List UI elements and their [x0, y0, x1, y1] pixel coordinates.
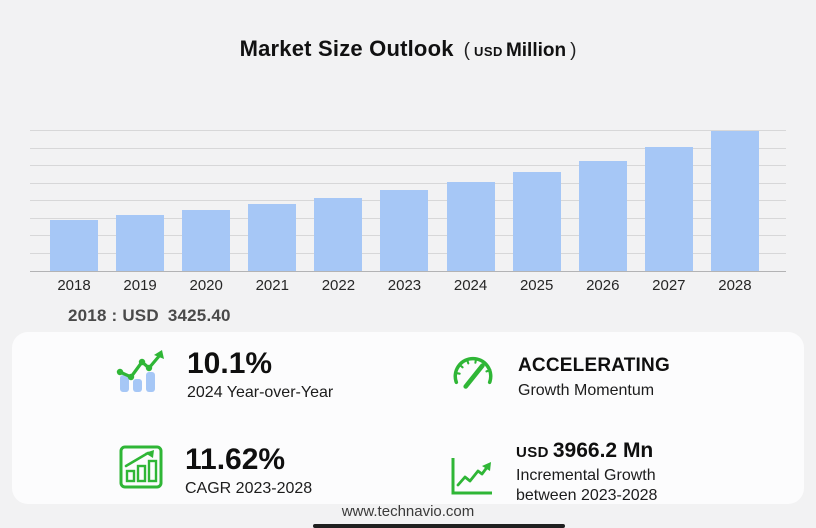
title-unit-close-paren: ) [570, 40, 577, 61]
base-year-callout-value: 3425.40 [167, 306, 231, 325]
stat-cagr-text: 11.62% CAGR 2023-2028 [185, 444, 312, 499]
website-url: www.technavio.com [341, 503, 475, 520]
base-year-callout-label: 2018 : USD [68, 306, 159, 325]
bar-2023 [380, 190, 429, 271]
bar-2027 [644, 147, 693, 271]
title-unit: (USD Million) [463, 40, 577, 61]
bar-chart-trend-icon [115, 348, 167, 399]
bar-2021 [248, 204, 297, 271]
bar-2028 [710, 131, 759, 271]
stat-yoy-label: 2024 Year-over-Year [187, 383, 334, 401]
x-label-2019: 2019 [123, 277, 157, 294]
title-unit-open-paren: ( [463, 40, 470, 61]
stat-growth-momentum: ACCELERATING Growth Momentum [448, 352, 670, 401]
x-label-2022: 2022 [321, 277, 356, 294]
stat-yoy-growth: 10.1% 2024 Year-over-Year [115, 348, 333, 403]
x-axis-labels: 2018 2019 2020 2021 2022 2023 2024 2025 2026 2027… [50, 277, 759, 294]
title-unit-currency: USD [473, 44, 503, 59]
bottom-bar [313, 524, 565, 528]
base-year-callout: 2018 : USD 3425.40 [68, 306, 231, 326]
gridline [30, 165, 786, 166]
title-unit-word: Million [505, 40, 567, 61]
page-title: Market Size Outlook (USD Million) [0, 36, 816, 62]
bar-2026 [578, 161, 627, 271]
bar-2018 [50, 219, 98, 271]
chart-growth-box-icon [117, 444, 165, 495]
stat-incremental-value: USD 3966.2 Mn [516, 438, 657, 463]
gridline [30, 182, 786, 184]
x-label-2028: 2028 [718, 277, 752, 294]
stat-yoy-text: 10.1% 2024 Year-over-Year [187, 348, 333, 403]
title-text: Market Size Outlook [239, 36, 454, 61]
bar-2024 [446, 182, 495, 271]
bar-2020 [182, 210, 231, 271]
bar-2019 [116, 215, 165, 271]
stat-cagr-label: CAGR 2023-2028 [185, 479, 313, 497]
x-label-2023: 2023 [387, 277, 422, 294]
stat-momentum-text: ACCELERATING Growth Momentum [518, 352, 670, 401]
stat-incremental-text: USD 3966.2 Mn Incremental Growth between … [516, 438, 657, 506]
stat-yoy-value: 10.1% [187, 347, 273, 380]
stat-cagr-value: 11.62% [185, 443, 286, 476]
x-label-2026: 2026 [586, 277, 620, 294]
plot-area [30, 130, 786, 272]
stat-momentum-label: Growth Momentum [518, 381, 655, 399]
stat-momentum-value: ACCELERATING [518, 355, 670, 376]
bar-group [50, 121, 759, 271]
speedometer-icon [448, 354, 498, 399]
gridline [30, 130, 786, 131]
stat-cagr: 11.62% CAGR 2023-2028 [117, 444, 312, 499]
x-label-2020: 2020 [189, 277, 223, 294]
x-label-2018: 2018 [57, 277, 91, 294]
stat-incremental-currency: USD [516, 444, 549, 461]
bar-2025 [512, 172, 561, 271]
stat-incremental-label-line2: between 2023-2028 [516, 487, 658, 505]
stat-incremental-label-line1: Incremental Growth [516, 467, 656, 485]
axis-trend-arrow-icon [448, 454, 496, 503]
x-label-2021: 2021 [255, 277, 289, 294]
gridline [30, 147, 786, 149]
stat-incremental-amount: 3966.2 Mn [552, 439, 654, 462]
stat-incremental-growth: USD 3966.2 Mn Incremental Growth between … [448, 438, 657, 506]
x-label-2025: 2025 [519, 277, 554, 294]
bar-2022 [314, 197, 363, 271]
x-label-2024: 2024 [453, 277, 488, 294]
x-label-2027: 2027 [652, 277, 686, 294]
